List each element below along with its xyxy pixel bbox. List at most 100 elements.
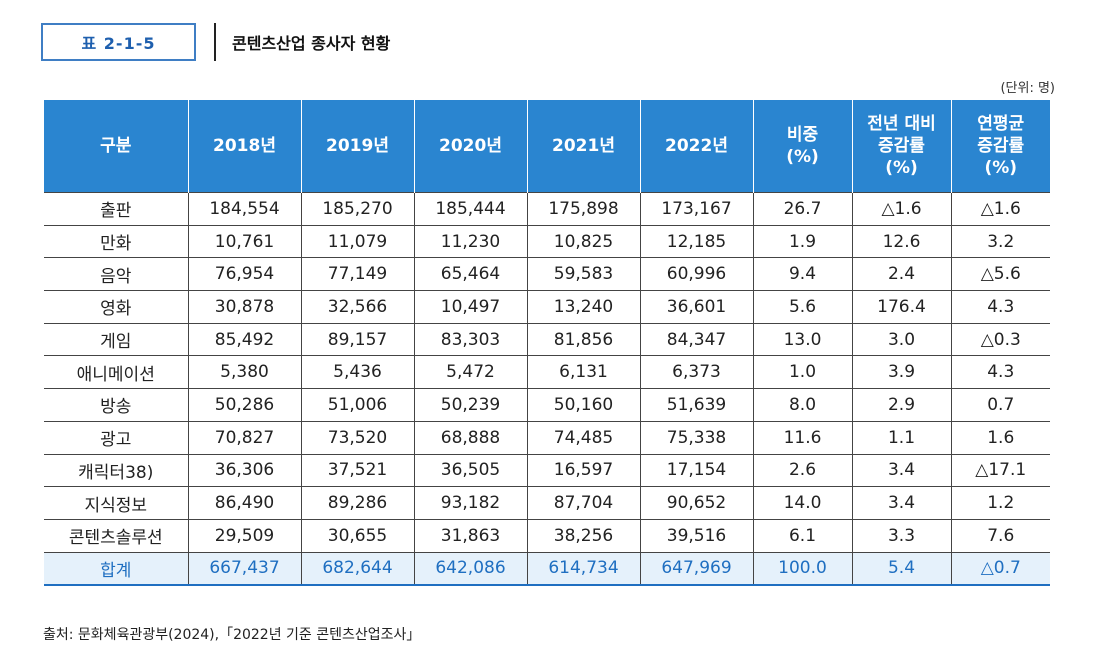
total-cell: 642,086 (413, 551, 528, 587)
row-category: 애니메이션 (44, 355, 189, 390)
table-cell: 29,509 (187, 518, 302, 553)
column-header-line: 전년 대비 (867, 113, 936, 134)
table-cell: 6,131 (526, 355, 641, 390)
total-cell: 647,969 (639, 551, 754, 587)
column-header-line: 구분 (100, 135, 132, 156)
table-cell: 73,520 (300, 420, 415, 455)
table-cell: 10,761 (187, 224, 302, 259)
table-cell: 39,516 (639, 518, 754, 553)
table-cell: 7.6 (950, 518, 1050, 553)
total-cell: 100.0 (752, 551, 853, 587)
table-cell: 31,863 (413, 518, 528, 553)
table-cell: 37,521 (300, 453, 415, 488)
column-header: 연평균 증감률 (%) (950, 100, 1050, 193)
row-category: 방송 (44, 388, 189, 422)
table-cell: 2.6 (752, 453, 853, 488)
table-cell: 5,472 (413, 355, 528, 390)
table-cell: 2.4 (851, 257, 952, 292)
table-cell: 89,157 (300, 322, 415, 357)
table-cell: 11,230 (413, 224, 528, 259)
employment-table: 구분 2018년 2019년 2020년 2021년 2022년 비중 (%) 전년 대비 증감률… (44, 100, 1050, 587)
column-header-line: 비중 (786, 124, 819, 145)
row-category: 게임 (44, 322, 189, 357)
column-header-line: 2018년 (213, 135, 276, 156)
table-cell: 86,490 (187, 486, 302, 520)
table-cell: 0.7 (950, 388, 1050, 422)
table-cell: 16,597 (526, 453, 641, 488)
table-cell: 9.4 (752, 257, 853, 292)
table-cell: 50,160 (526, 388, 641, 422)
column-header: 2022년 (639, 100, 754, 193)
table-cell: 36,306 (187, 453, 302, 488)
table-cell: 75,338 (639, 420, 754, 455)
table-cell: 1.0 (752, 355, 853, 390)
table-row: 출판 184,554 185,270 185,444 175,898 173,167 26.… (44, 192, 1050, 226)
table-header-row: 구분 2018년 2019년 2020년 2021년 2022년 비중 (%) 전년 대비 증감률… (44, 100, 1050, 193)
table-row: 방송 50,286 51,006 50,239 50,160 51,639 8.0 2.9 0.… (44, 388, 1050, 422)
table-row: 광고 70,827 73,520 68,888 74,485 75,338 11.6 1.1 1… (44, 420, 1050, 455)
table-row: 영화 30,878 32,566 10,497 13,240 36,601 5.6 176.4… (44, 290, 1050, 324)
column-header: 2021년 (526, 100, 641, 193)
column-header-line: 증감률 (977, 135, 1025, 156)
table-cell: △5.6 (950, 257, 1050, 292)
table-cell: 59,583 (526, 257, 641, 292)
table-cell: 1.2 (950, 486, 1050, 520)
column-header-line: (%) (885, 158, 918, 179)
table-cell: △0.3 (950, 322, 1050, 357)
column-header-line: 2019년 (326, 135, 389, 156)
table-cell: 74,485 (526, 420, 641, 455)
table-cell: 175,898 (526, 192, 641, 226)
column-header-line: (%) (984, 158, 1018, 179)
table-cell: 3.0 (851, 322, 952, 357)
table-cell: 83,303 (413, 322, 528, 357)
table-title: 콘텐츠산업 종사자 현황 (232, 34, 391, 53)
table-cell: 13,240 (526, 290, 641, 324)
column-header-line: 연평균 (977, 113, 1025, 134)
table-cell: 5,380 (187, 355, 302, 390)
table-cell: △17.1 (950, 453, 1050, 488)
table-cell: 10,825 (526, 224, 641, 259)
title-divider (214, 23, 216, 61)
table-cell: 81,856 (526, 322, 641, 357)
column-header-line: 2021년 (552, 135, 615, 156)
table-cell: 3.9 (851, 355, 952, 390)
table-cell: 84,347 (639, 322, 754, 357)
table-cell: 12.6 (851, 224, 952, 259)
table-cell: 90,652 (639, 486, 754, 520)
table-cell: 85,492 (187, 322, 302, 357)
row-category: 콘텐츠솔루션 (44, 518, 189, 553)
column-header-line: 2020년 (439, 135, 502, 156)
table-cell: 1.1 (851, 420, 952, 455)
table-cell: 10,497 (413, 290, 528, 324)
column-header: 구분 (44, 100, 189, 193)
table-row: 만화 10,761 11,079 11,230 10,825 12,185 1.9 12.6 3… (44, 224, 1050, 259)
table-cell: 6,373 (639, 355, 754, 390)
table-cell: 32,566 (300, 290, 415, 324)
table-row: 콘텐츠솔루션 29,509 30,655 31,863 38,256 39,516 6.1 3… (44, 518, 1050, 553)
table-cell: 77,149 (300, 257, 415, 292)
row-category: 음악 (44, 257, 189, 292)
table-body: 출판 184,554 185,270 185,444 175,898 173,167 26.… (44, 192, 1050, 587)
table-cell: 17,154 (639, 453, 754, 488)
table-cell: 4.3 (950, 355, 1050, 390)
table-cell: 1.6 (950, 420, 1050, 455)
total-row: 합계 667,437 682,644 642,086 614,734 647,969 100… (44, 551, 1050, 587)
table-row: 음악 76,954 77,149 65,464 59,583 60,996 9.4 2.4 △5… (44, 257, 1050, 292)
table-cell: 14.0 (752, 486, 853, 520)
column-header: 2018년 (187, 100, 302, 193)
table-number-tag: 표 2-1-5 (41, 23, 196, 61)
unit-note: (단위: 명) (1000, 81, 1055, 96)
column-header: 비중 (%) (752, 100, 853, 193)
table-cell: 11,079 (300, 224, 415, 259)
column-header: 2019년 (300, 100, 415, 193)
table-cell: 51,639 (639, 388, 754, 422)
table-cell: 93,182 (413, 486, 528, 520)
row-category: 지식정보 (44, 486, 189, 520)
table-cell: 51,006 (300, 388, 415, 422)
table-cell: 11.6 (752, 420, 853, 455)
table-cell: 50,239 (413, 388, 528, 422)
row-category: 만화 (44, 224, 189, 259)
table-cell: 30,878 (187, 290, 302, 324)
table-cell: 89,286 (300, 486, 415, 520)
column-header-line: 증감률 (878, 135, 925, 156)
